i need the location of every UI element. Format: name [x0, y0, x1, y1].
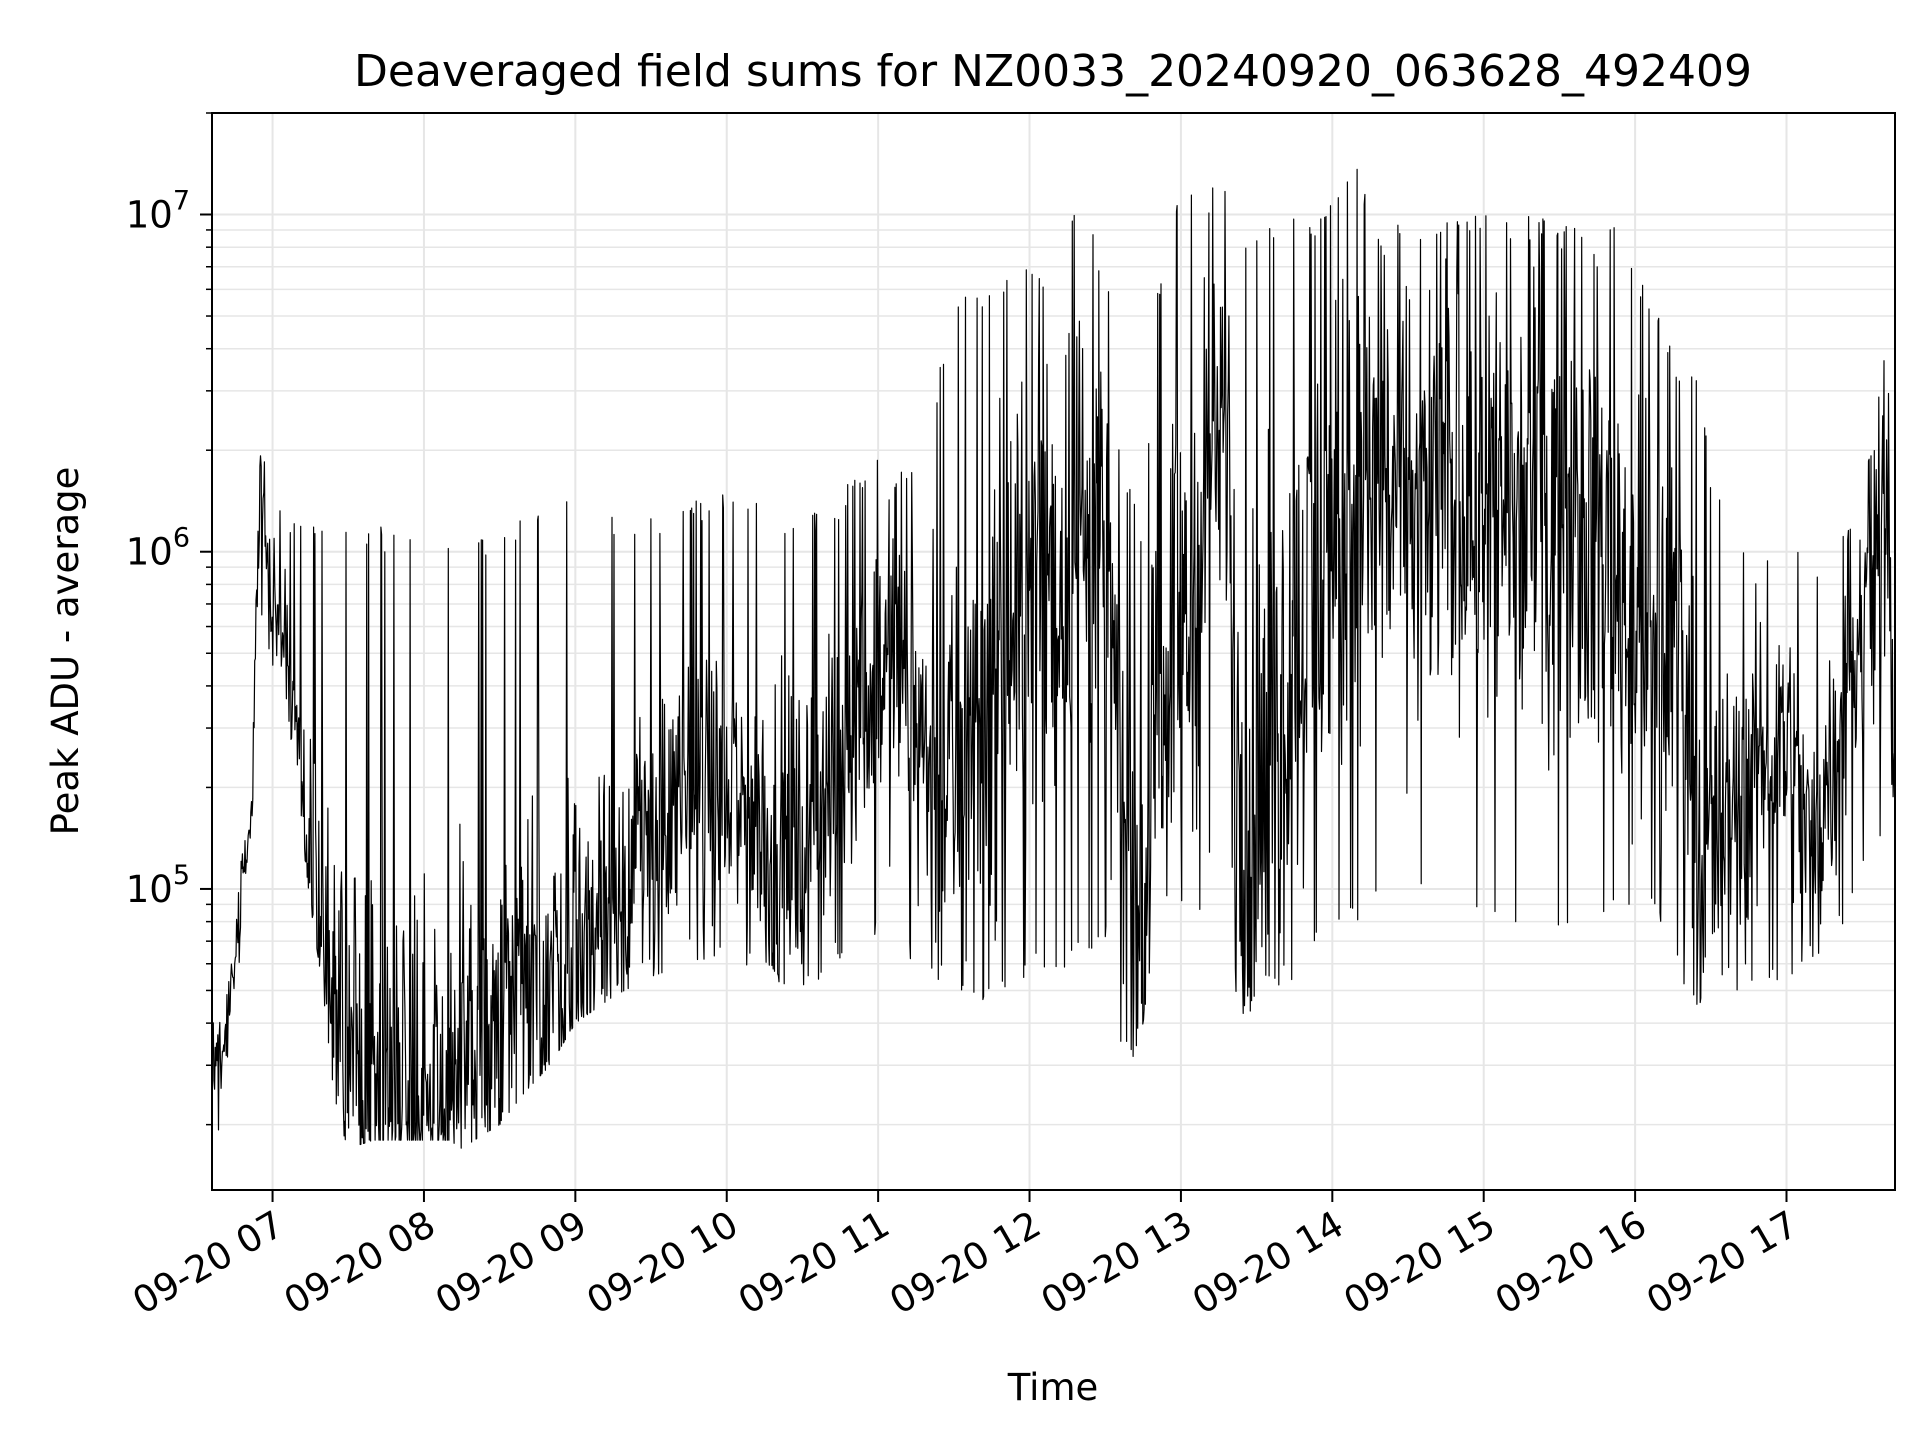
plot-frame	[211, 112, 1896, 1191]
series-line	[211, 168, 1896, 1149]
y-tick-label: 107	[126, 186, 190, 237]
x-axis-label: Time	[1007, 1366, 1099, 1409]
chart-title: Deaveraged field sums for NZ0033_2024092…	[354, 46, 1752, 97]
y-tick-label: 106	[126, 523, 190, 574]
y-tick-label: 105	[126, 860, 190, 911]
data-layer	[211, 168, 1896, 1149]
y-axis-label: Peak ADU - average	[44, 467, 87, 836]
